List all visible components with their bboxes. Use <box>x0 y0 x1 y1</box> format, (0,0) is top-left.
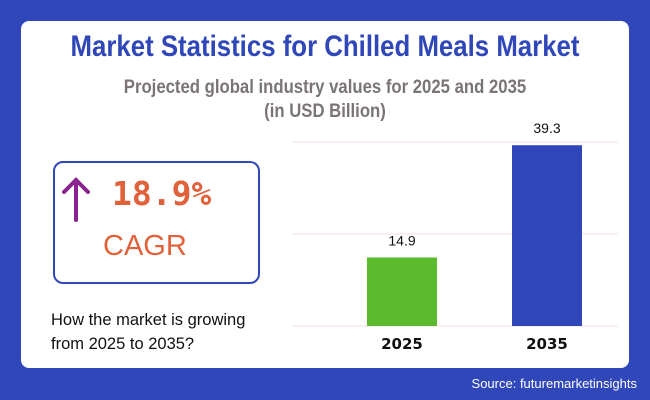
question-line2: from 2025 to 2035? <box>51 335 195 353</box>
subtitle: Projected global industry values for 202… <box>123 77 527 98</box>
page-title: Market Statistics for Chilled Meals Mark… <box>70 30 580 63</box>
cagr-box <box>53 161 260 284</box>
source-text: Source: futuremarketinsights <box>471 376 637 391</box>
subtitle-unit: (in USD Billion) <box>264 101 386 122</box>
cagr-value: 18.9% <box>112 174 212 213</box>
cagr-label: CAGR <box>103 230 187 262</box>
question-text: How the market is growing from 2025 to 2… <box>51 308 245 356</box>
question-line1: How the market is growing <box>51 311 246 329</box>
